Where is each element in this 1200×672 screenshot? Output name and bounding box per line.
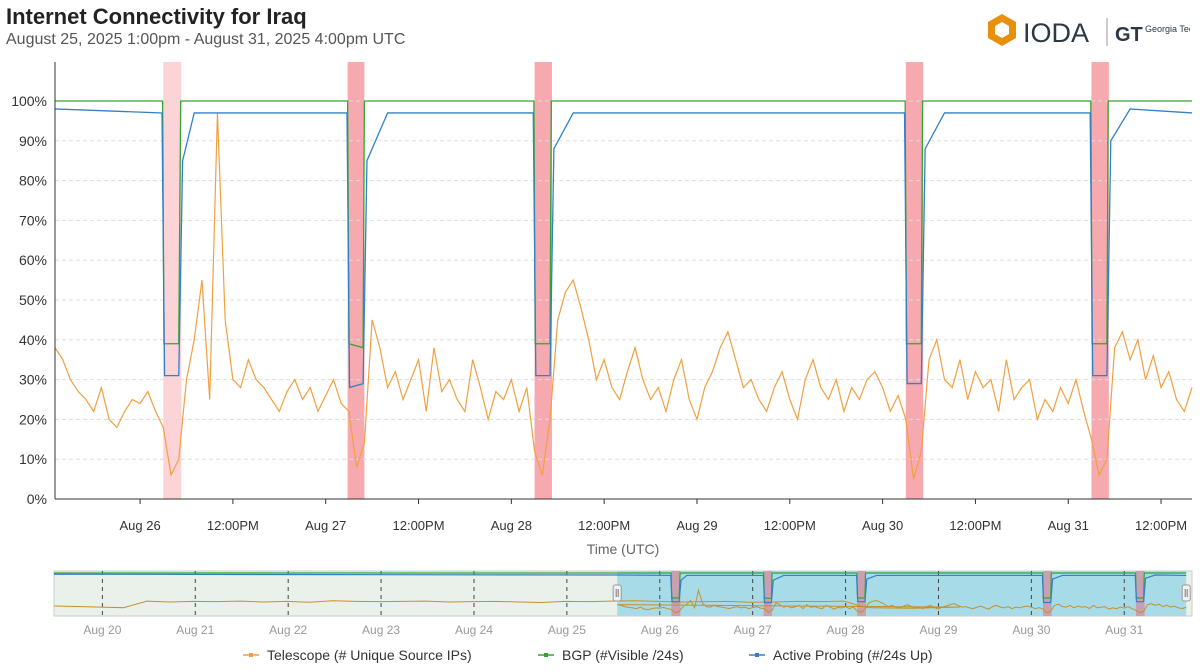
x-tick-label: Aug 31 (1048, 518, 1089, 533)
grid-lines (55, 100, 1192, 460)
page-subtitle: August 25, 2025 1:00pm - August 31, 2025… (6, 31, 406, 48)
legend-item-telescope[interactable]: Telescope (# Unique Source IPs) (243, 647, 472, 663)
gt-logo-mark: GT (1115, 24, 1143, 46)
x-tick-label: Aug 28 (491, 518, 532, 533)
y-tick-label: 60% (19, 252, 47, 268)
x-tick-label: 12:00PM (393, 518, 445, 533)
x-tick-label: 12:00PM (1135, 518, 1187, 533)
series-telescope[interactable] (54, 112, 1193, 480)
navigator-telescope (53, 588, 1187, 614)
y-tick-label: 0% (27, 491, 47, 507)
outage-band[interactable] (905, 62, 924, 499)
x-tick-label: 12:00PM (578, 518, 630, 533)
axes: 0% 10% 20% 30% 40% 50% 60% 70% 80% 90% 100% Aug 26 1… (11, 62, 1192, 533)
legend-label: BGP (#Visible /24s) (562, 647, 684, 663)
y-tick-label: 90% (19, 133, 47, 149)
legend-marker-icon (544, 653, 548, 657)
x-tick-label: Aug 26 (119, 518, 160, 533)
navigator-tick-label: Aug 25 (548, 623, 586, 637)
outage-bands (163, 62, 1109, 499)
navigator-tick-label: Aug 26 (641, 623, 679, 637)
x-tick-label: 12:00PM (949, 518, 1001, 533)
navigator-outage-band (1042, 571, 1052, 616)
legend-item-bgp[interactable]: BGP (#Visible /24s) (538, 647, 684, 663)
navigator-tick-label: Aug 31 (1105, 623, 1143, 637)
x-tick-label: 12:00PM (764, 518, 816, 533)
ioda-logo-text: IODA (1023, 18, 1089, 48)
navigator-outage-band (1135, 571, 1145, 616)
series-active-probing[interactable] (54, 108, 1193, 389)
navigator-tick-label: Aug 27 (734, 623, 772, 637)
navigator-tick-label: Aug 28 (827, 623, 865, 637)
y-tick-label: 10% (19, 451, 47, 467)
navigator-selection[interactable] (617, 571, 1187, 616)
ioda-logo[interactable]: IODA GT Georgia Tech (985, 12, 1190, 52)
outage-band[interactable] (347, 62, 365, 499)
legend-item-active[interactable]: Active Probing (#/24s Up) (749, 647, 933, 663)
navigator-tick-label: Aug 21 (176, 623, 214, 637)
x-tick-label: 12:00PM (207, 518, 259, 533)
outage-band[interactable] (534, 62, 552, 499)
navigator-handle-left[interactable] (612, 584, 622, 602)
series-bgp[interactable] (55, 100, 1192, 349)
y-tick-label: 70% (19, 212, 47, 228)
navigator-tick-label: Aug 24 (455, 623, 493, 637)
navigator-tick-label: Aug 23 (362, 623, 400, 637)
navigator-tick-label: Aug 22 (269, 623, 307, 637)
y-tick-label: 40% (19, 332, 47, 348)
x-tick-label: Aug 27 (305, 518, 346, 533)
navigator-outage-band (857, 571, 866, 616)
y-tick-label: 30% (19, 372, 47, 388)
outage-band[interactable] (1091, 62, 1109, 499)
navigator-series (53, 573, 1187, 604)
navigator-tick-label: Aug 20 (83, 623, 121, 637)
navigator-outage-band (763, 571, 773, 616)
x-tick-label: Aug 29 (676, 518, 717, 533)
series-lines (54, 100, 1193, 480)
navigator-tick-label: Aug 30 (1012, 623, 1050, 637)
y-tick-label: 80% (19, 173, 47, 189)
page-title: Internet Connectivity for Iraq (6, 4, 307, 29)
navigator[interactable]: Aug 20 Aug 21 Aug 22 Aug 23 Aug 24 Aug 25 Aug … (53, 570, 1193, 637)
navigator-outage-band (671, 571, 681, 616)
navigator-handle-right[interactable] (1181, 584, 1191, 602)
x-axis-label: Time (UTC) (587, 541, 660, 557)
legend: Telescope (# Unique Source IPs) BGP (#Vis… (243, 647, 933, 663)
legend-marker-icon (249, 653, 253, 657)
y-tick-label: 100% (11, 93, 47, 109)
x-tick-label: Aug 30 (862, 518, 903, 533)
navigator-tick-label: Aug 29 (919, 623, 957, 637)
legend-label: Telescope (# Unique Source IPs) (267, 647, 472, 663)
legend-label: Active Probing (#/24s Up) (773, 647, 933, 663)
legend-marker-icon (755, 653, 759, 657)
y-tick-label: 20% (19, 411, 47, 427)
y-tick-label: 50% (19, 292, 47, 308)
gt-logo-text: Georgia Tech (1145, 24, 1190, 34)
outage-band[interactable] (163, 62, 182, 499)
